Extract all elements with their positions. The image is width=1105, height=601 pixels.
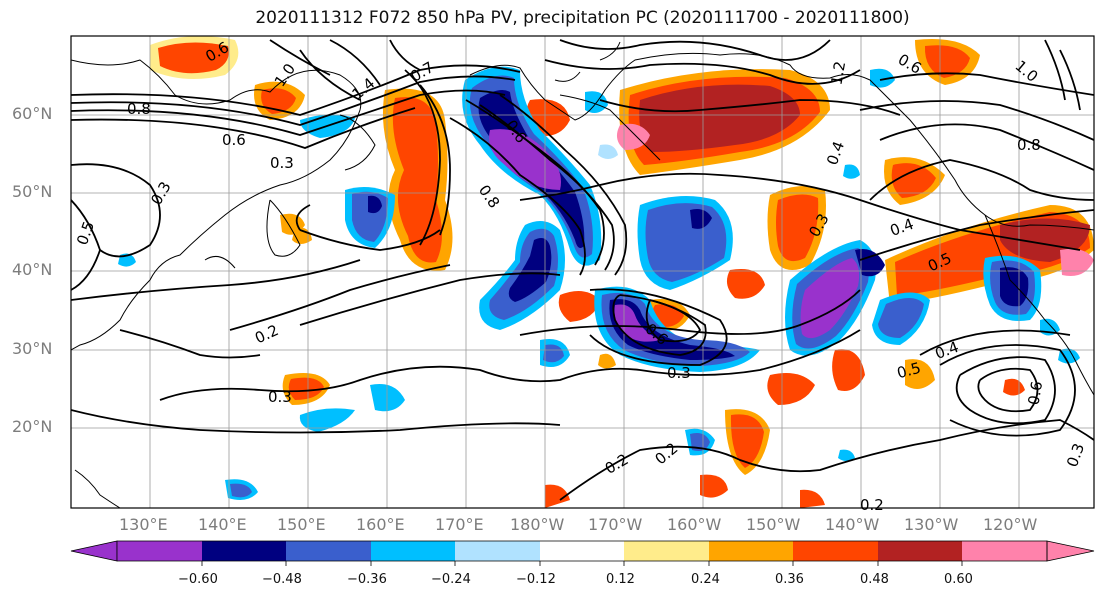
colorbar-tick-label: −0.60 [178,572,218,587]
colorbar-tick-label: 0.36 [775,572,804,587]
colorbar-bin [793,541,878,561]
colorbar-bin [540,541,625,561]
colorbar [70,540,1095,566]
colorbar-outline [116,540,1048,562]
lat-label-30n: 30°N [12,339,53,358]
colorbar-tick-label: 0.48 [860,572,889,587]
contour-label: 0.7 [407,58,437,86]
lon-label-150e: 150°E [277,515,326,534]
lon-label-170e: 170°E [435,515,484,534]
contour-label: 0.6 [222,131,246,149]
contour-label: 1.2 [827,60,849,87]
map-title: 2020111312 F072 850 hPa PV, precipitatio… [255,8,910,28]
lon-label-120w: 120°W [983,515,1038,534]
colorbar-tick-label: 0.12 [606,572,635,587]
colorbar-tick-label: −0.24 [431,572,471,587]
colorbar-bin [117,541,202,561]
contour-label: 0.4 [933,338,962,363]
contour-label: 0.4 [823,139,848,168]
contour-label: 0.3 [1063,441,1088,470]
colorbar-tick-label: −0.48 [262,572,302,587]
pv-contours [71,39,1094,501]
colorbar-bin [202,541,287,561]
lat-label-60n: 60°N [12,104,53,123]
lon-label-170w: 170°W [588,515,643,534]
colorbar-tick-label: −0.12 [516,572,556,587]
colorbar-tick-label: −0.36 [347,572,387,587]
contour-label: 0.2 [252,321,281,347]
colorbar-bin [878,541,963,561]
graticule [71,36,1094,508]
contour-label: 0.5 [73,219,98,248]
contour-label: 0.5 [895,359,923,383]
map-frame [70,35,1095,509]
contour-label: 0.8 [475,182,503,212]
lon-label-180w: 180°W [510,515,565,534]
colorbar-bin [962,541,1047,561]
lat-label-40n: 40°N [12,260,53,279]
contour-label: 0.2 [602,450,632,478]
contour-label: 0.8 [1017,136,1041,154]
positive-anomalies [150,36,1094,508]
colorbar-bin [709,541,794,561]
lon-label-160w: 160°W [667,515,722,534]
lon-label-130e: 130°E [119,515,168,534]
contour-label: 0.6 [1024,380,1046,407]
contour-label: 0.8 [127,100,151,118]
contour-label: 0.4 [888,215,917,240]
contour-label: 0.3 [147,178,175,208]
contour-label: 0.2 [860,496,884,514]
lon-label-160e: 160°E [356,515,405,534]
lon-label-150w: 150°W [746,515,801,534]
lon-label-130w: 130°W [904,515,959,534]
colorbar-tick-label: 0.24 [691,572,720,587]
colorbar-extend-high [1046,540,1095,562]
lon-label-140w: 140°W [825,515,880,534]
precip-shading [118,36,1094,508]
lat-label-20n: 20°N [12,417,53,436]
colorbar-tick-label: 0.60 [944,572,973,587]
lat-label-50n: 50°N [12,182,53,201]
contour-label: 0.3 [268,388,292,406]
colorbar-extend-low [70,540,118,562]
lon-label-140e: 140°E [198,515,247,534]
colorbar-bin [371,541,456,561]
colorbar-bin [455,541,540,561]
contour-label: 0.3 [270,154,294,172]
contour-label: 0.2 [652,439,682,468]
colorbar-bin [286,541,371,561]
contour-label: 0.3 [667,364,691,382]
colorbar-bin [624,541,709,561]
